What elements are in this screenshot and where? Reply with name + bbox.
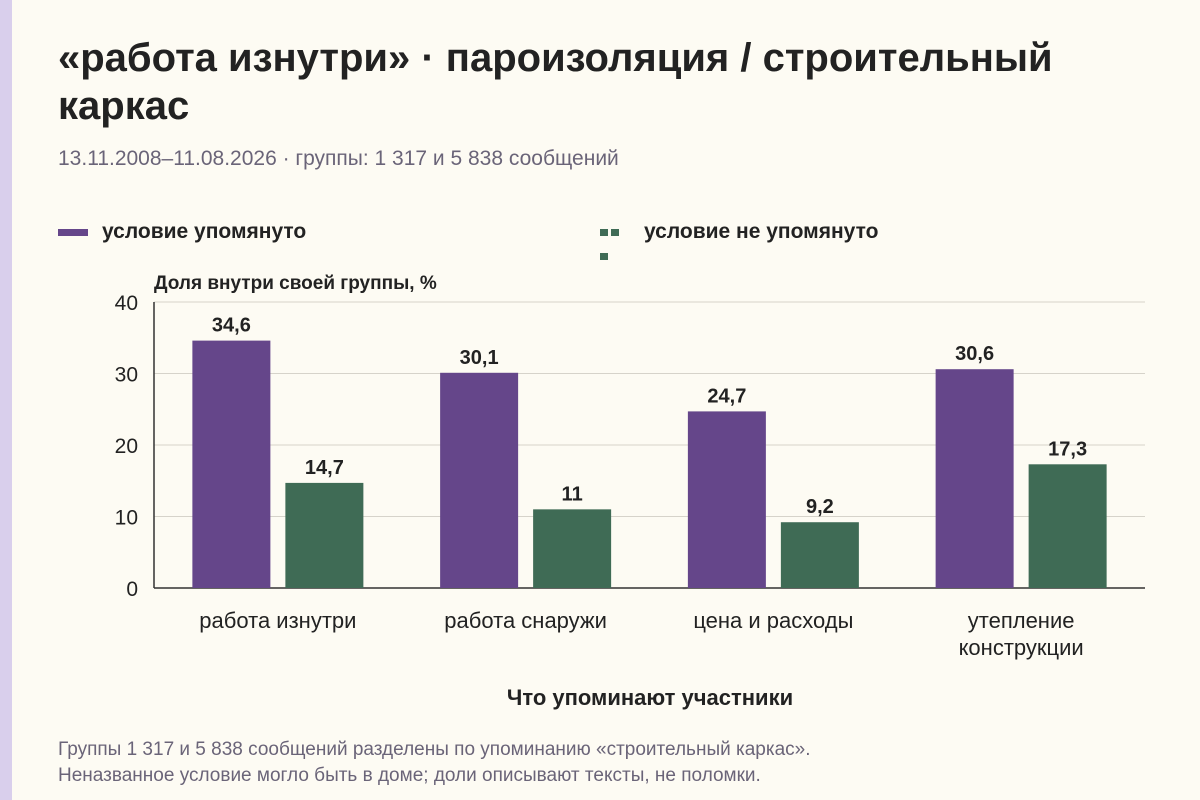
footnote: Группы 1 317 и 5 838 сообщений разделены… [58,737,811,789]
bar-mentioned [440,372,519,588]
y-tick-label: 20 [115,435,138,458]
chart-title: «работа изнутри» · пароизоляция / строит… [58,36,1053,128]
data-label: 34,6 [212,315,251,337]
footnote-line: Группы 1 317 и 5 838 сообщений разделены… [58,739,811,760]
x-tick-label: конструкции [959,635,1084,660]
bar-mentioned [935,369,1014,588]
data-label: 14,7 [305,457,344,479]
data-label: 24,7 [707,385,746,407]
legend-swatch-dashed [600,228,630,260]
bar-not-mentioned [285,482,364,588]
side-accent-bar [0,0,12,800]
y-tick-label: 30 [115,364,138,387]
legend-item-not-mentioned: условие не упомянуто [600,220,879,260]
data-label: 9,2 [806,496,834,518]
legend-swatch-solid [58,228,88,236]
x-axis-title: Что упоминают участники [506,685,794,710]
y-tick-label: 40 [115,292,138,315]
legend-label-mentioned: условие упомянуто [102,220,307,243]
legend-item-mentioned: условие упомянуто [58,220,306,244]
bar-not-mentioned [780,522,859,588]
x-tick-label: работа снаружи [444,608,607,633]
x-tick-label: цена и расходы [693,608,853,633]
legend-label-not-mentioned: условие не упомянуто [644,220,879,243]
bar-mentioned [687,411,766,588]
footnote-line: Неназванное условие могло быть в доме; д… [58,765,761,786]
chart-subtitle: 13.11.2008–11.08.2026 · группы: 1 317 и … [58,147,619,170]
bar-mentioned [192,340,271,588]
y-tick-label: 0 [126,578,138,601]
data-label: 30,1 [460,347,499,369]
x-tick-label: работа изнутри [199,608,356,633]
y-axis-label: Доля внутри своей группы, % [154,273,437,294]
bar-not-mentioned [533,509,612,588]
data-label: 17,3 [1048,438,1087,460]
bar-not-mentioned [1028,464,1107,588]
data-label: 30,6 [955,343,994,365]
data-label: 11 [562,483,583,505]
y-tick-label: 10 [115,507,138,530]
x-tick-label: утепление [968,608,1075,633]
